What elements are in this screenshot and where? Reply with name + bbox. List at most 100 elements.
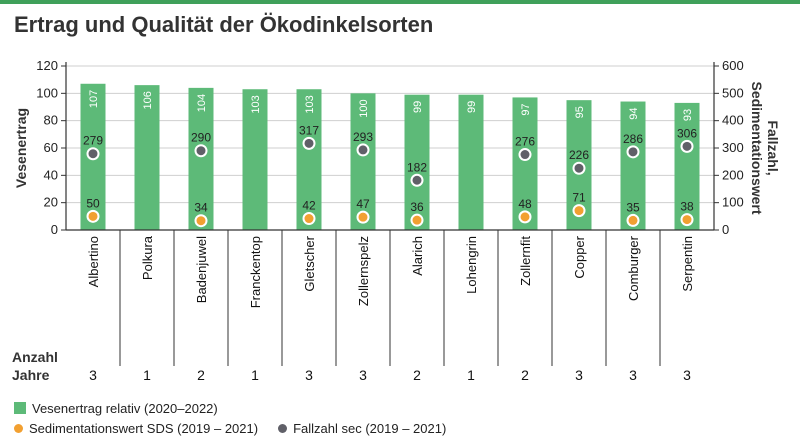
fallzahl-value-label: 293 <box>353 130 373 144</box>
y-tick-label-left: 40 <box>44 167 58 182</box>
legend-swatch-sds <box>14 423 23 433</box>
years-row-label-line: Jahre <box>12 367 50 383</box>
y-axis-title-right-line: Fallzahl, <box>765 120 781 175</box>
category-label: Zollernfit <box>518 236 533 286</box>
bar-value-label: 104 <box>196 94 208 112</box>
fallzahl-value-label: 226 <box>569 148 589 162</box>
bar <box>404 94 430 230</box>
years-row-label-line: Anzahl <box>12 349 58 365</box>
y-tick-label-left: 0 <box>51 222 58 237</box>
fallzahl-point <box>86 147 100 161</box>
y-tick-label-right: 0 <box>722 222 729 237</box>
sds-point <box>194 214 208 228</box>
bar <box>296 89 322 230</box>
bar-value-label: 93 <box>682 109 694 121</box>
sds-point <box>410 213 424 227</box>
legend-swatch-bar <box>14 402 26 414</box>
bar <box>620 101 646 231</box>
category-label: Franckentop <box>248 236 263 308</box>
sds-point <box>518 210 532 224</box>
sds-point <box>356 210 370 224</box>
years-value: 3 <box>683 367 691 383</box>
sds-value-label: 42 <box>302 199 316 213</box>
sds-point <box>626 213 640 227</box>
years-value: 2 <box>521 367 529 383</box>
bar <box>674 102 700 230</box>
legend-label-vesenertrag: Vesenertrag relativ (2020–2022) <box>32 400 218 416</box>
y-axis-title-right: Fallzahl,Sedimentationswert <box>749 81 781 214</box>
fallzahl-point <box>302 136 316 150</box>
bar <box>134 85 160 230</box>
bar <box>458 94 484 230</box>
fallzahl-point <box>626 145 640 159</box>
years-value: 1 <box>143 367 151 383</box>
bar-value-label: 99 <box>466 101 478 113</box>
y-tick-label-right: 200 <box>722 167 744 182</box>
fallzahl-point <box>194 144 208 158</box>
y-tick-label-left: 60 <box>44 140 58 155</box>
fallzahl-value-label: 290 <box>191 131 211 145</box>
bar <box>350 93 376 230</box>
bar-value-label: 103 <box>304 95 316 113</box>
legend-swatch-fallzahl <box>278 423 288 433</box>
category-label: Copper <box>572 235 587 278</box>
legend: Vesenertrag relativ (2020–2022) Sediment… <box>14 398 466 438</box>
bar <box>188 87 214 230</box>
category-label: Gletscher <box>302 235 317 291</box>
category-label: Lohengrin <box>464 236 479 294</box>
y-tick-label-right: 500 <box>722 85 744 100</box>
top-accent-rule <box>0 0 800 4</box>
fallzahl-point <box>518 148 532 162</box>
years-row-label: Anzahl Jahre <box>12 349 58 383</box>
y-axis-title-left: Vesenertrag <box>13 108 29 188</box>
sds-value-label: 38 <box>680 200 694 214</box>
sds-value-label: 71 <box>572 191 586 205</box>
y-tick-label-left: 20 <box>44 195 58 210</box>
bar-value-label: 103 <box>250 95 262 113</box>
sds-value-label: 50 <box>86 196 100 210</box>
bar <box>512 97 538 230</box>
y-tick-label-left: 100 <box>36 85 58 100</box>
bar-value-label: 107 <box>88 90 100 108</box>
years-value: 3 <box>629 367 637 383</box>
bar-value-label: 94 <box>628 108 640 120</box>
legend-label-sds: Sedimentationswert SDS (2019 – 2021) <box>29 420 259 436</box>
y-tick-label-right: 600 <box>722 58 744 73</box>
bar-value-label: 100 <box>358 99 370 117</box>
legend-item-sds: Sedimentationswert SDS (2019 – 2021) <box>14 421 258 436</box>
legend-item-fallzahl: Fallzahl sec (2019 – 2021) <box>278 421 446 436</box>
bar-value-label: 97 <box>520 103 532 115</box>
fallzahl-value-label: 182 <box>407 160 427 174</box>
fallzahl-value-label: 286 <box>623 132 643 146</box>
y-tick-label-left: 120 <box>36 58 58 73</box>
sds-point <box>86 209 100 223</box>
chart-area: 0 20 40 60 80 100 120 0 100 200 300 400 500 600 Vesene… <box>12 58 781 383</box>
category-label: Comburger <box>626 235 641 301</box>
sds-point <box>680 213 694 227</box>
category-label: Badenjuwel <box>194 236 209 303</box>
y-tick-label-right: 300 <box>722 140 744 155</box>
sds-point <box>572 204 586 218</box>
category-label: Zollernspelz <box>356 236 371 306</box>
legend-item-vesenertrag: Vesenertrag relativ (2020–2022) <box>14 401 218 416</box>
bar-value-label: 95 <box>574 106 586 118</box>
y-axis-title-right-line: Sedimentationswert <box>749 81 765 214</box>
category-label: Alarich <box>410 236 425 276</box>
page-title: Ertrag und Qualität der Ökodinkelsorten <box>14 12 434 37</box>
bar <box>242 89 268 230</box>
years-value: 1 <box>467 367 475 383</box>
bar-value-label: 106 <box>142 91 154 109</box>
years-value: 2 <box>413 367 421 383</box>
category-label: Polkura <box>140 235 155 280</box>
fallzahl-value-label: 306 <box>677 126 697 140</box>
sds-value-label: 34 <box>194 201 208 215</box>
fallzahl-point <box>572 161 586 175</box>
fallzahl-value-label: 279 <box>83 134 103 148</box>
category-label: Albertino <box>86 236 101 287</box>
fallzahl-value-label: 276 <box>515 135 535 149</box>
bar-value-label: 99 <box>412 101 424 113</box>
y-tick-label-right: 400 <box>722 113 744 128</box>
sds-value-label: 47 <box>356 197 370 211</box>
y-tick-label-left: 80 <box>44 113 58 128</box>
years-value: 3 <box>575 367 583 383</box>
